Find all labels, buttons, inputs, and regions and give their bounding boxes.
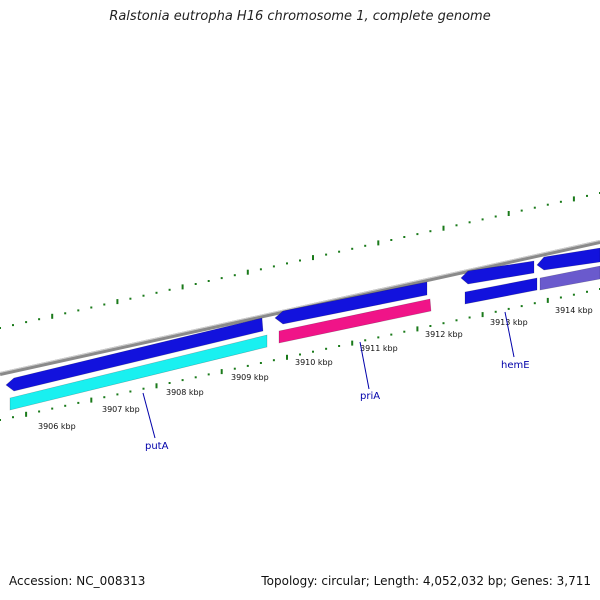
ruler-label: 3913 kbp xyxy=(490,318,528,327)
accession-text: Accession: NC_008313 xyxy=(9,574,146,588)
ruler-label: 3909 kbp xyxy=(231,373,269,382)
ruler-label: 3907 kbp xyxy=(102,405,140,414)
gene-label-puta[interactable]: putA xyxy=(145,441,169,452)
leader-line xyxy=(359,341,370,390)
gene-label-leaders xyxy=(142,311,515,439)
gene-arrow[interactable] xyxy=(9,334,268,411)
gene-arrow[interactable] xyxy=(539,265,600,291)
gene-arrow[interactable] xyxy=(536,247,600,271)
gene-arrow[interactable] xyxy=(278,298,432,344)
ruler-label: 3912 kbp xyxy=(425,330,463,339)
leader-line xyxy=(142,392,156,439)
ruler-label: 3908 kbp xyxy=(166,388,204,397)
genome-summary-text: Topology: circular; Length: 4,052,032 bp… xyxy=(261,574,591,588)
leader-line xyxy=(504,311,515,358)
gene-arrow[interactable] xyxy=(274,281,428,325)
ruler-labels: 3906 kbp 3907 kbp 3908 kbp 3909 kbp 3910… xyxy=(38,306,593,431)
tick-layer xyxy=(0,192,600,421)
map-title: Ralstonia eutropha H16 chromosome 1, com… xyxy=(109,9,491,24)
genome-backbone-highlight xyxy=(0,240,600,373)
gene-arrow[interactable] xyxy=(5,317,264,392)
gene-arrow[interactable] xyxy=(460,260,535,285)
gene-labels: putA priA hemE xyxy=(145,360,530,452)
ruler-label: 3911 kbp xyxy=(360,344,398,353)
gene-layer xyxy=(5,247,600,411)
gene-label-heme[interactable]: hemE xyxy=(501,360,530,371)
gene-label-pria[interactable]: priA xyxy=(360,391,380,402)
gene-arrow[interactable] xyxy=(464,277,538,305)
ruler-label: 3906 kbp xyxy=(38,422,76,431)
ruler-label: 3910 kbp xyxy=(295,358,333,367)
ruler-label: 3914 kbp xyxy=(555,306,593,315)
